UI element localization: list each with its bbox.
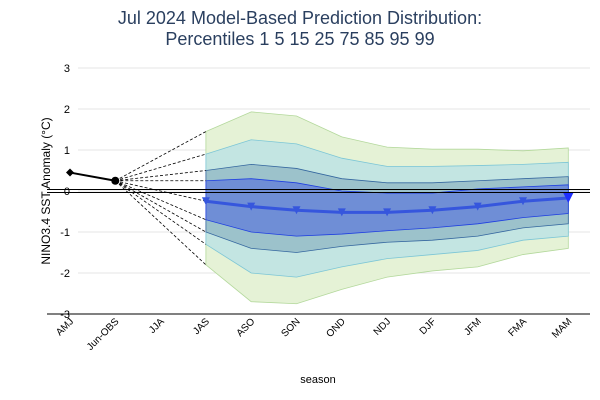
x-tick-label: Jun-OBS <box>85 316 122 353</box>
connector <box>115 131 207 182</box>
median-marker <box>428 206 437 215</box>
x-tick-label: OND <box>324 316 348 340</box>
x-tick-label: DJF <box>418 316 439 337</box>
connector <box>115 170 206 182</box>
x-tick-label: FMA <box>506 316 529 339</box>
x-tick-label: MAM <box>550 316 574 340</box>
connector <box>115 180 206 202</box>
x-tick-label: JAS <box>191 316 212 337</box>
median-marker <box>337 208 346 217</box>
observed-marker <box>66 168 74 177</box>
connector <box>115 180 207 233</box>
median-marker <box>563 192 574 203</box>
median-marker <box>473 202 482 211</box>
y-tick-label: 2 <box>64 104 70 116</box>
observed-line <box>69 171 116 182</box>
median-marker <box>247 202 256 211</box>
y-tick-label: -2 <box>60 268 70 280</box>
y-tick-label: 1 <box>64 145 70 157</box>
x-tick-label: AMJ <box>54 316 76 338</box>
y-tick-label: -1 <box>60 227 70 239</box>
x-tick-label: JFM <box>462 316 484 338</box>
y-tick-label: -3 <box>60 309 70 321</box>
connector <box>115 180 207 266</box>
x-tick-label: NDJ <box>372 316 394 338</box>
connector <box>115 180 207 245</box>
x-tick-label: JJA <box>147 316 167 336</box>
median-marker <box>201 197 210 206</box>
x-tick-label: SON <box>280 316 303 339</box>
percentile-band <box>205 178 569 237</box>
y-axis-label: NINO3.4 SST Anomaly (°C) <box>39 117 53 264</box>
median-marker <box>292 206 301 215</box>
median-marker <box>383 208 392 217</box>
x-axis-label: season <box>300 374 335 386</box>
x-tick-label: ASO <box>235 316 258 339</box>
connector <box>115 153 207 182</box>
chart-title: Jul 2024 Model-Based Prediction Distribu… <box>118 8 482 28</box>
median-marker <box>519 197 527 206</box>
chart-subtitle: Percentiles 1 5 15 25 75 85 95 99 <box>165 29 434 49</box>
y-tick-label: 3 <box>64 63 70 75</box>
observed-marker <box>111 176 120 185</box>
connector <box>115 180 207 221</box>
